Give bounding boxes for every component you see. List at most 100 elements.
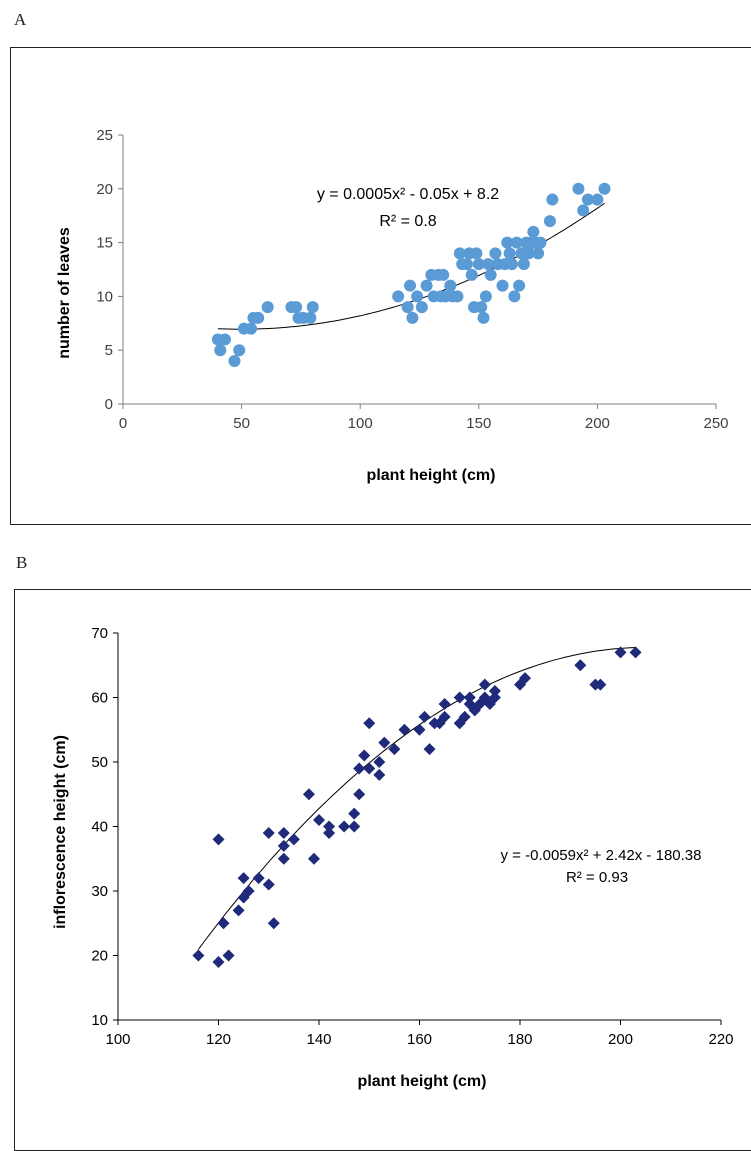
trendline-curve — [197, 647, 636, 950]
data-point — [503, 247, 516, 260]
data-point — [212, 833, 225, 846]
data-point — [232, 904, 245, 917]
y-tick-label: 5 — [105, 342, 113, 359]
data-point — [479, 290, 492, 303]
data-point — [217, 917, 230, 930]
data-point — [313, 814, 325, 827]
data-point — [532, 247, 545, 260]
data-point — [398, 723, 411, 736]
data-point — [463, 691, 476, 704]
data-point — [475, 301, 488, 314]
data-point — [267, 917, 280, 930]
data-point — [488, 691, 501, 704]
data-point — [401, 301, 414, 314]
chart-b-x-axis-label: plant height (cm) — [358, 1073, 487, 1090]
data-point — [252, 872, 265, 885]
y-tick-label: 20 — [91, 948, 108, 965]
x-tick-label: 140 — [306, 1031, 331, 1048]
data-point — [478, 678, 491, 691]
chart-a-x-axis-label: plant height (cm) — [367, 467, 496, 484]
data-point — [489, 247, 502, 260]
data-point — [477, 311, 490, 324]
data-point — [287, 833, 300, 846]
data-point — [510, 236, 523, 249]
data-point — [460, 258, 473, 271]
data-point — [302, 788, 315, 801]
data-point — [591, 193, 604, 206]
data-point — [517, 258, 530, 271]
data-point — [433, 717, 446, 730]
data-point — [453, 247, 466, 260]
data-point — [323, 820, 336, 833]
data-point — [488, 685, 501, 698]
data-point — [438, 710, 451, 723]
y-tick-label: 30 — [91, 883, 108, 900]
x-tick-label: 120 — [206, 1031, 231, 1048]
data-point — [353, 762, 366, 775]
data-point — [242, 885, 255, 897]
data-point — [212, 955, 225, 968]
chart-b-r-squared: R² = 0.93 — [566, 869, 628, 886]
data-point — [543, 215, 556, 228]
data-point — [438, 697, 451, 710]
data-point — [404, 279, 417, 292]
chart-b-equation: y = -0.0059x² + 2.42x - 180.38 — [501, 847, 702, 864]
data-point — [506, 258, 519, 271]
chart-a-r-squared: R² = 0.8 — [379, 213, 436, 230]
y-tick-label: 25 — [96, 127, 113, 144]
data-point — [228, 354, 241, 367]
data-point — [437, 268, 450, 281]
data-point — [363, 717, 376, 730]
data-point — [501, 236, 514, 249]
data-point — [323, 826, 336, 839]
x-tick-label: 160 — [407, 1031, 432, 1048]
y-tick-label: 0 — [105, 396, 113, 413]
data-point — [411, 290, 424, 303]
data-point — [277, 826, 290, 839]
chart-a-y-axis-label: number of leaves — [56, 227, 73, 359]
data-point — [338, 820, 351, 833]
data-point — [614, 646, 627, 659]
data-point — [262, 878, 275, 891]
data-point — [218, 333, 231, 346]
data-point — [577, 204, 590, 217]
data-point — [261, 301, 274, 314]
data-point — [453, 717, 466, 730]
data-point — [358, 749, 371, 762]
data-point — [245, 322, 258, 335]
data-point — [415, 301, 428, 314]
chart-b-trendline — [197, 647, 636, 950]
data-point — [496, 279, 509, 292]
data-point — [363, 762, 376, 775]
y-tick-label: 70 — [91, 625, 108, 642]
data-point — [262, 826, 275, 839]
y-tick-label: 60 — [91, 690, 108, 707]
data-point — [353, 788, 366, 801]
panel-a-letter: A — [14, 10, 27, 29]
x-tick-label: 220 — [708, 1031, 733, 1048]
data-point — [574, 659, 587, 672]
data-point — [598, 182, 611, 195]
panel-b-letter: B — [16, 553, 28, 572]
data-point — [392, 290, 405, 303]
data-point — [470, 247, 483, 260]
data-point — [484, 268, 497, 281]
data-point — [192, 949, 205, 962]
data-point — [252, 311, 265, 324]
chart-b: 10 20 30 40 50 60 70 100 120 140 160 180 200 220 y = … — [52, 625, 734, 1090]
data-point — [522, 247, 535, 260]
data-point — [388, 743, 401, 756]
data-point — [482, 258, 495, 271]
data-point — [222, 949, 235, 962]
x-tick-label: 180 — [507, 1031, 532, 1048]
x-tick-label: 250 — [703, 415, 728, 432]
data-point — [453, 691, 466, 704]
x-tick-label: 50 — [233, 415, 250, 432]
x-tick-label: 0 — [119, 415, 127, 432]
data-point — [463, 697, 476, 710]
data-point — [458, 710, 471, 723]
data-point — [420, 279, 433, 292]
chart-b-frame: 10 20 30 40 50 60 70 100 120 140 160 180 200 220 y = … — [14, 589, 751, 1151]
data-point — [534, 236, 547, 249]
